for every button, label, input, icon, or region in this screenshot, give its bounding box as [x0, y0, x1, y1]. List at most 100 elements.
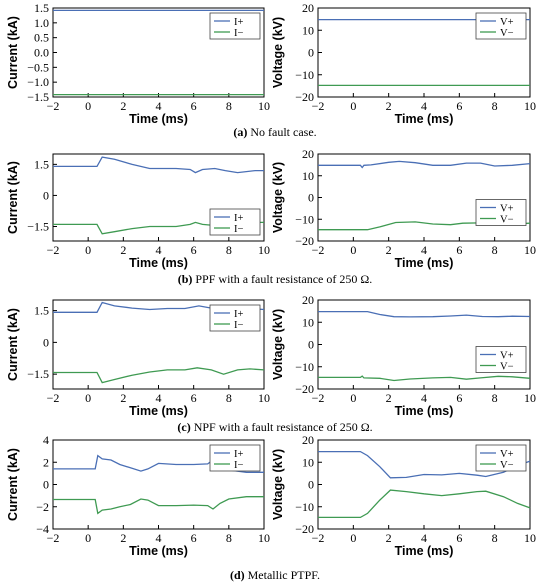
y-tick-label: 4 — [43, 433, 49, 447]
x-tick-label: 4 — [421, 531, 427, 545]
caption-d: (d) Metallic PTPF. — [230, 568, 320, 582]
y-axis-label: Voltage (kV) — [271, 309, 285, 380]
legend: I+I− — [209, 12, 261, 40]
legend: V+V− — [475, 444, 527, 472]
y-tick-label: −4 — [36, 522, 49, 536]
legend-label: V− — [500, 362, 514, 373]
series-line-positive — [318, 160, 531, 169]
x-tick-label: 8 — [492, 99, 498, 113]
x-tick-label: 6 — [191, 243, 197, 257]
y-axis-label: Voltage (kV) — [271, 17, 285, 88]
y-tick-label: −0.5 — [27, 60, 49, 74]
x-tick-label: 10 — [524, 531, 536, 545]
y-tick-label: 20 — [302, 147, 314, 161]
y-tick-label: 0.5 — [34, 31, 49, 45]
series-line-positive — [318, 310, 531, 318]
y-tick-label: −10 — [295, 68, 314, 82]
legend-label: V+ — [500, 17, 514, 28]
series-line-negative — [318, 375, 531, 382]
x-tick-label: 2 — [386, 391, 392, 405]
x-tick-label: −2 — [312, 531, 325, 545]
x-tick-label: −2 — [312, 243, 325, 257]
x-tick-label: 0 — [85, 99, 91, 113]
x-axis-label: Time (ms) — [129, 112, 188, 126]
y-tick-label: 10 — [302, 169, 314, 183]
x-tick-label: 2 — [386, 243, 392, 257]
x-tick-label: 2 — [386, 531, 392, 545]
series-line-positive — [53, 156, 264, 174]
x-tick-label: −2 — [47, 531, 60, 545]
legend: I+I− — [209, 304, 261, 332]
series-line-negative — [318, 489, 531, 519]
y-tick-label: 0.0 — [34, 46, 49, 60]
x-tick-label: 10 — [524, 391, 536, 405]
y-tick-label: −2 — [36, 500, 49, 514]
y-axis-label: Voltage (kV) — [271, 162, 285, 233]
y-tick-label: −1.5 — [27, 90, 49, 104]
x-tick-label: 4 — [421, 243, 427, 257]
legend-label: I− — [234, 320, 243, 331]
x-tick-label: 2 — [120, 391, 126, 405]
x-tick-label: 0 — [85, 243, 91, 257]
x-tick-label: 4 — [156, 243, 162, 257]
y-tick-label: 10 — [302, 23, 314, 37]
x-axis-label: Time (ms) — [395, 404, 454, 418]
legend-box — [209, 12, 261, 40]
legend-label: V− — [500, 460, 514, 471]
legend-box — [209, 304, 261, 332]
legend: I+I− — [209, 208, 261, 236]
x-tick-label: 10 — [524, 243, 536, 257]
legend: V+V− — [475, 346, 527, 373]
y-tick-label: −20 — [295, 234, 314, 248]
legend-box — [475, 12, 527, 40]
x-tick-label: 8 — [492, 243, 498, 257]
x-axis-label: Time (ms) — [395, 544, 454, 558]
x-tick-label: −2 — [47, 243, 60, 257]
legend-box — [475, 346, 527, 373]
legend-label: V+ — [500, 449, 514, 460]
x-tick-label: 6 — [191, 391, 197, 405]
x-tick-label: 10 — [524, 99, 536, 113]
series-line-negative — [53, 367, 265, 384]
legend-box — [209, 208, 261, 236]
x-tick-label: 0 — [85, 391, 91, 405]
panel-b-current: −2 0 2 4 6 8 10 1.5 0 −1.5 Time (ms) Current (kA) I+… — [6, 153, 270, 270]
x-axis-label: Time (ms) — [129, 256, 188, 270]
caption-a: (a) No fault case. — [233, 125, 316, 139]
series-line-negative — [53, 496, 264, 515]
x-tick-label: 6 — [191, 99, 197, 113]
x-tick-label: 4 — [156, 391, 162, 405]
x-tick-label: 0 — [350, 243, 356, 257]
x-tick-label: 6 — [456, 99, 462, 113]
panel-a-current: −2 0 2 4 6 8 10 1.51.00.50.0−0.5−1.0−1.5 Time (m… — [6, 1, 270, 126]
y-tick-label: 1.5 — [34, 304, 49, 318]
x-tick-label: 8 — [226, 243, 232, 257]
x-tick-label: 8 — [492, 391, 498, 405]
x-tick-label: 10 — [258, 391, 270, 405]
x-tick-label: 8 — [226, 531, 232, 545]
plot-frame — [317, 153, 531, 242]
legend: I+I− — [209, 444, 261, 472]
legend-box — [475, 199, 527, 226]
x-tick-label: 0 — [85, 531, 91, 545]
caption-b: (b) PPF with a fault resistance of 250 Ω… — [178, 272, 373, 286]
x-axis-label: Time (ms) — [395, 256, 454, 270]
y-tick-label: 1.5 — [34, 157, 49, 171]
x-tick-label: 0 — [350, 99, 356, 113]
x-tick-label: 6 — [456, 391, 462, 405]
y-axis-label: Voltage (kV) — [271, 449, 285, 520]
legend-box — [209, 444, 261, 472]
legend-label: I+ — [234, 449, 243, 460]
legend: V+V− — [475, 199, 527, 226]
y-tick-label: −1.0 — [27, 75, 49, 89]
legend-box — [475, 444, 527, 472]
x-tick-label: 2 — [120, 243, 126, 257]
y-tick-label: −1.5 — [27, 367, 49, 381]
y-tick-label: 10 — [302, 455, 314, 469]
x-tick-label: 8 — [226, 99, 232, 113]
x-tick-label: 0 — [350, 391, 356, 405]
y-tick-label: 0 — [308, 191, 314, 205]
